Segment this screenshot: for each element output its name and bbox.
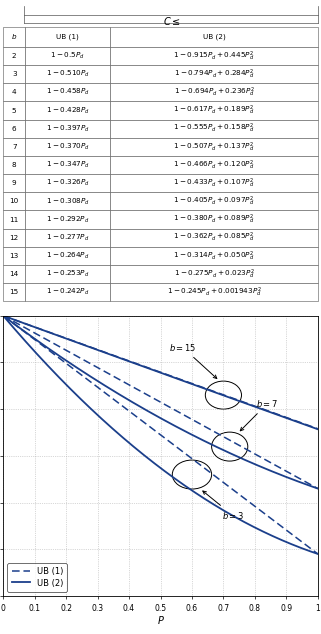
X-axis label: $P$: $P$ [157, 614, 164, 626]
Legend: UB (1), UB (2): UB (1), UB (2) [7, 563, 67, 592]
Text: $b = 3$: $b = 3$ [203, 491, 244, 521]
Text: $C \leq$: $C \leq$ [163, 15, 180, 27]
Text: $b = 15$: $b = 15$ [169, 342, 217, 378]
Text: $b = 7$: $b = 7$ [240, 398, 279, 430]
